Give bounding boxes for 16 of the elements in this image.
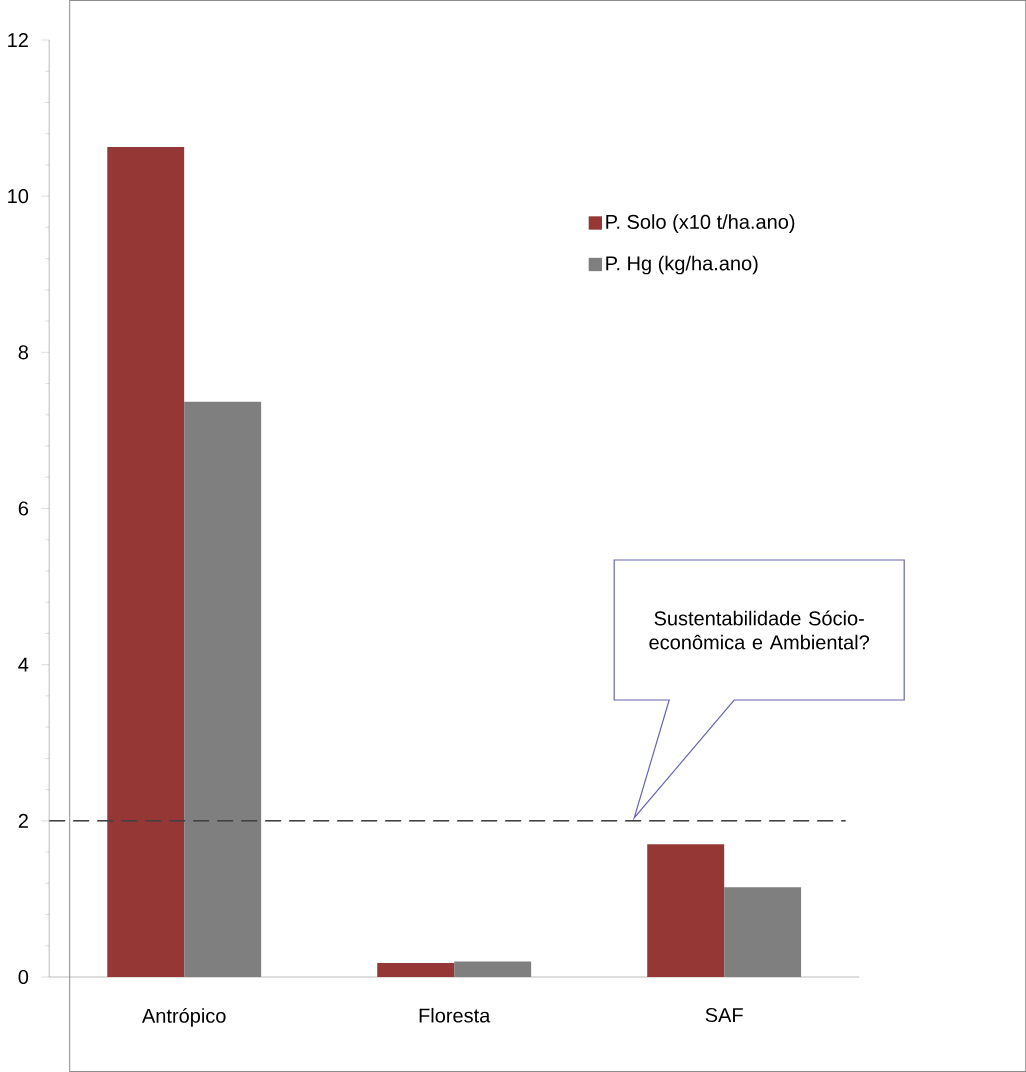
y-tick-label: 4 [18,657,29,672]
annotation: Sustentabilidade Sócio-econômica e Ambiental? [649,610,869,650]
y-tick-label: 10 [8,189,29,204]
bar [647,844,725,978]
x-tick-label: Antrópico [141,1007,226,1027]
y-tick-label: 2 [18,813,28,828]
bar [377,962,455,978]
legend-label: P. Hg (kg/ha.ano) [606,255,758,275]
y-tick-label: 6 [18,501,28,516]
x-tick-label: SAF [705,1007,743,1023]
y-tick-label: 0 [18,969,29,985]
bar [107,146,185,978]
x-tick-label: Floresta [419,1007,491,1023]
y-tick-label: 8 [18,345,28,360]
legend-label: P. Solo (x10 t/ha.ano) [606,214,795,233]
y-tick-label: 12 [8,33,28,47]
